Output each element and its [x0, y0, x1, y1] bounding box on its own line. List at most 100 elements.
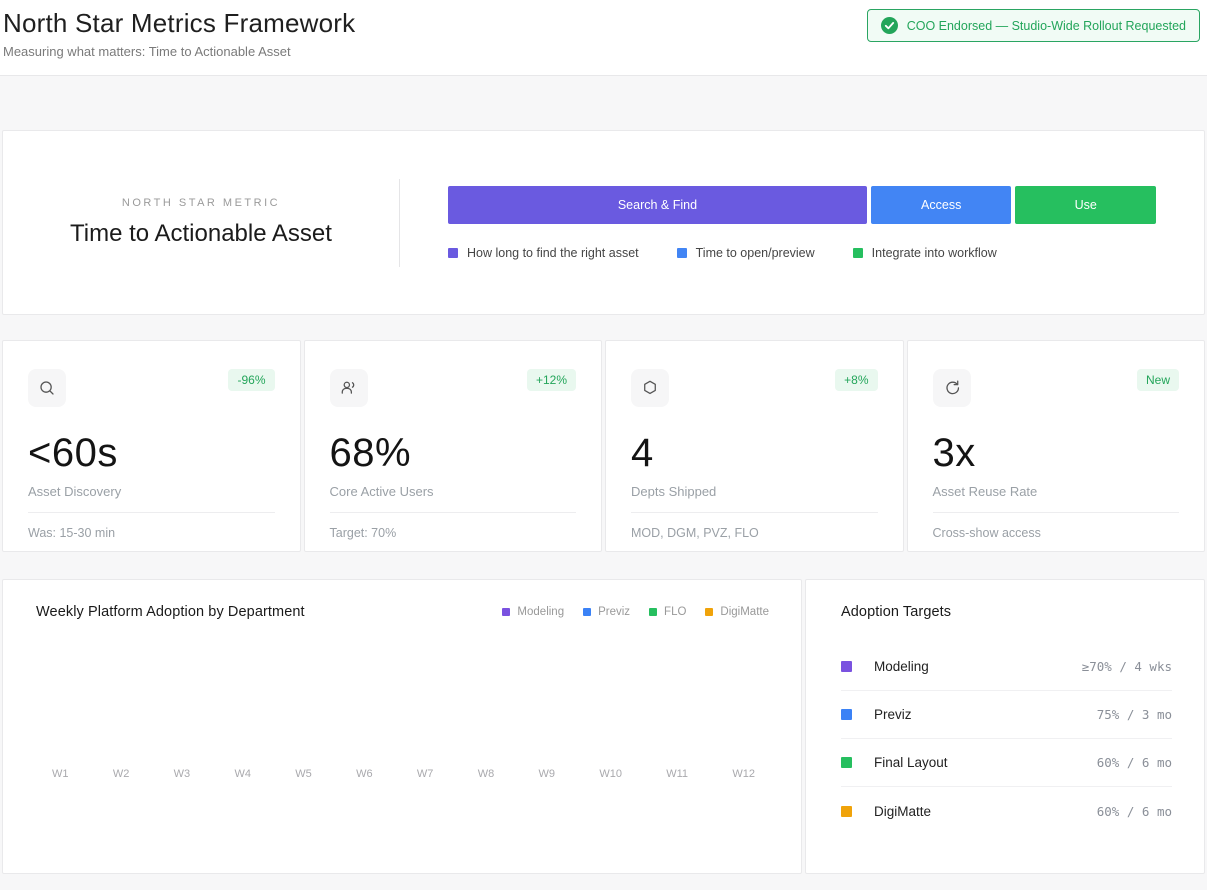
metric-label: Asset Discovery	[28, 484, 122, 499]
targets-title: Adoption Targets	[841, 604, 952, 620]
metric-card-top: New	[932, 369, 1179, 407]
divider	[631, 512, 878, 513]
legend-item-open: Time to open/preview	[676, 245, 815, 260]
target-row-modeling: Modeling ≥70% / 4 wks	[841, 643, 1172, 691]
legend-label: Integrate into workflow	[871, 245, 997, 260]
main-content: NORTH STAR METRIC Time to Actionable Ass…	[0, 76, 1207, 874]
target-swatch-icon	[841, 661, 852, 672]
chart-header: Weekly Platform Adoption by Department M…	[36, 604, 769, 620]
metrics-row: -96% <60s Asset Discovery Was: 15-30 min…	[2, 340, 1205, 552]
metric-label: Asset Reuse Rate	[932, 484, 1038, 499]
target-value: 60% / 6 mo	[1096, 755, 1172, 770]
legend-label: Previz	[598, 606, 631, 618]
endorsement-label: COO Endorsed — Studio-Wide Rollout Reque…	[906, 18, 1186, 33]
chart-title: Weekly Platform Adoption by Department	[36, 604, 305, 620]
metric-footnote: MOD, DGM, PVZ, FLO	[631, 526, 759, 540]
metric-card-depts-shipped: +8% 4 Depts Shipped MOD, DGM, PVZ, FLO	[605, 340, 904, 552]
targets-list: Modeling ≥70% / 4 wks Previz 75% / 3 mo …	[841, 643, 1172, 835]
funnel-section: Search & Find Access Use How long to fin…	[400, 185, 1204, 260]
target-swatch-icon	[841, 709, 852, 720]
funnel-segment-access[interactable]: Access	[870, 185, 1012, 224]
north-star-title: Time to Actionable Asset	[70, 220, 332, 247]
target-row-final-layout: Final Layout 60% / 6 mo	[841, 739, 1172, 787]
x-tick-label: W10	[599, 768, 622, 780]
adoption-targets-card: Adoption Targets Modeling ≥70% / 4 wks P…	[805, 579, 1205, 874]
divider	[28, 512, 275, 513]
chart-x-axis: W1 W2 W3 W4 W5 W6 W7 W8 W9 W10 W11 W12	[36, 768, 769, 780]
target-label: Previz	[874, 707, 912, 722]
page-header: North Star Metrics Framework Measuring w…	[0, 0, 1207, 76]
x-tick-label: W7	[416, 768, 434, 780]
metric-value: 4	[631, 431, 654, 475]
metric-footnote: Was: 15-30 min	[28, 526, 116, 540]
legend-label: Modeling	[517, 606, 565, 618]
legend-swatch-icon	[502, 608, 511, 616]
metric-value: 3x	[932, 431, 976, 475]
bottom-row: Weekly Platform Adoption by Department M…	[2, 579, 1205, 874]
target-row-digimatte: DigiMatte 60% / 6 mo	[841, 787, 1172, 835]
target-value: ≥70% / 4 wks	[1081, 659, 1172, 674]
metric-footnote: Target: 70%	[329, 526, 397, 540]
legend-swatch-icon	[676, 247, 687, 258]
delta-badge: -96%	[228, 369, 275, 391]
refresh-icon	[932, 369, 971, 407]
target-label: Final Layout	[874, 755, 948, 770]
legend-swatch-icon	[649, 608, 658, 616]
legend-item-integrate: Integrate into workflow	[852, 245, 997, 260]
page-subtitle: Measuring what matters: Time to Actionab…	[3, 44, 291, 59]
target-swatch-icon	[841, 757, 852, 768]
hexagon-icon	[631, 369, 669, 407]
funnel-segment-search-find[interactable]: Search & Find	[448, 185, 867, 224]
metric-card-top: -96%	[28, 369, 275, 407]
legend-item-find: How long to find the right asset	[448, 246, 639, 260]
chart-legend-previz: Previz	[583, 606, 630, 618]
chart-plot-area	[36, 620, 769, 768]
metric-value: <60s	[28, 431, 118, 475]
target-label: Modeling	[874, 659, 929, 674]
endorsement-badge: COO Endorsed — Studio-Wide Rollout Reque…	[866, 9, 1200, 42]
metric-card-top: +8%	[631, 369, 878, 407]
target-swatch-icon	[841, 805, 852, 817]
x-tick-label: W2	[112, 768, 130, 780]
delta-badge: +8%	[835, 369, 878, 391]
metric-footnote: Cross-show access	[932, 526, 1041, 540]
delta-badge: +12%	[526, 369, 576, 391]
adoption-chart-card: Weekly Platform Adoption by Department M…	[2, 579, 802, 874]
x-tick-label: W3	[173, 768, 191, 780]
north-star-card: NORTH STAR METRIC Time to Actionable Ass…	[2, 130, 1205, 315]
funnel-segment-use[interactable]: Use	[1015, 185, 1157, 224]
x-tick-label: W5	[295, 768, 312, 780]
target-value: 60% / 6 mo	[1096, 803, 1172, 819]
legend-label: DigiMatte	[720, 606, 769, 618]
chart-legend-digimatte: DigiMatte	[705, 606, 769, 618]
legend-label: How long to find the right asset	[467, 245, 639, 260]
chart-legend: Modeling Previz FLO DigiMatte	[502, 606, 769, 618]
chart-legend-modeling: Modeling	[502, 606, 564, 618]
metric-card-top: +12%	[329, 369, 576, 407]
users-icon	[329, 369, 368, 407]
metric-label: Depts Shipped	[631, 484, 717, 499]
check-circle-icon	[880, 17, 898, 34]
legend-swatch-icon	[583, 608, 592, 616]
legend-swatch-icon	[705, 608, 714, 616]
divider	[932, 512, 1179, 513]
target-row-previz: Previz 75% / 3 mo	[841, 691, 1172, 739]
delta-badge: New	[1136, 369, 1179, 391]
metric-card-core-active-users: +12% 68% Core Active Users Target: 70%	[303, 340, 602, 552]
target-value: 75% / 3 mo	[1096, 707, 1172, 722]
vertical-divider	[399, 178, 400, 267]
x-tick-label: W12	[732, 768, 755, 780]
metric-card-asset-reuse: New 3x Asset Reuse Rate Cross-show acces…	[906, 340, 1205, 552]
target-label: DigiMatte	[874, 803, 932, 819]
x-tick-label: W1	[52, 768, 69, 780]
legend-label: Time to open/preview	[695, 245, 815, 260]
x-tick-label: W9	[538, 768, 556, 780]
header-title-group: North Star Metrics Framework Measuring w…	[3, 8, 355, 59]
funnel-bar: Search & Find Access Use	[448, 185, 1158, 224]
x-tick-label: W11	[666, 768, 689, 780]
metric-card-asset-discovery: -96% <60s Asset Discovery Was: 15-30 min	[2, 340, 301, 552]
legend-swatch-icon	[448, 247, 458, 258]
x-tick-label: W4	[234, 768, 251, 780]
divider	[329, 512, 576, 513]
legend-swatch-icon	[852, 247, 863, 258]
